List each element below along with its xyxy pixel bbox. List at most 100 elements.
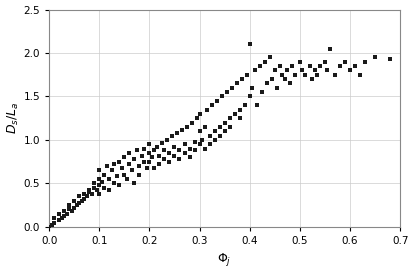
Point <box>168 133 175 138</box>
Point <box>56 218 62 222</box>
Point <box>63 212 70 216</box>
Point <box>133 148 140 153</box>
Point <box>298 68 305 73</box>
Point <box>96 183 102 187</box>
Point <box>61 209 67 213</box>
Point <box>201 125 207 129</box>
Point <box>181 151 188 155</box>
Point <box>116 183 122 187</box>
Point <box>98 179 105 184</box>
Point <box>166 151 172 155</box>
Point <box>93 188 100 193</box>
Point <box>191 148 197 153</box>
Point <box>191 139 197 144</box>
Point <box>386 57 392 61</box>
Point <box>111 162 117 167</box>
Point <box>116 159 122 164</box>
Point <box>236 107 242 112</box>
Point <box>323 68 330 73</box>
Point <box>83 194 90 199</box>
Point <box>281 77 287 81</box>
Point <box>196 142 202 147</box>
Point <box>213 99 220 103</box>
Point <box>211 129 217 133</box>
Point <box>121 155 127 159</box>
Point <box>186 146 192 151</box>
Point <box>91 181 97 185</box>
Point <box>238 77 245 81</box>
Point <box>58 216 65 220</box>
Point <box>261 59 268 64</box>
Point <box>316 64 323 68</box>
Point <box>85 190 92 194</box>
Point <box>151 165 157 170</box>
Point <box>66 207 72 212</box>
Point <box>46 225 52 229</box>
Point <box>61 214 67 219</box>
Point <box>188 120 195 125</box>
Point <box>96 177 102 181</box>
Point <box>266 55 273 59</box>
Point <box>309 77 315 81</box>
Point <box>181 142 188 147</box>
Point <box>196 112 202 116</box>
Point <box>241 103 247 107</box>
Point <box>158 141 165 145</box>
Point <box>256 64 262 68</box>
Point <box>291 73 297 77</box>
Point <box>113 174 120 179</box>
Point <box>156 162 162 167</box>
Point <box>203 107 210 112</box>
Point <box>208 103 215 107</box>
Point <box>76 194 82 199</box>
Point <box>126 151 132 155</box>
Point <box>66 203 72 207</box>
Point <box>91 185 97 190</box>
Point <box>233 81 240 86</box>
Point <box>88 192 95 196</box>
Point <box>296 59 302 64</box>
Point <box>243 73 250 77</box>
Point <box>263 81 270 86</box>
Point <box>128 168 135 173</box>
Point <box>171 145 177 149</box>
Point <box>131 157 138 161</box>
Point <box>71 199 77 203</box>
Point <box>143 165 150 170</box>
Point <box>246 94 252 99</box>
Point <box>76 200 82 205</box>
Point <box>136 164 142 168</box>
Point <box>126 162 132 167</box>
Point <box>56 212 62 216</box>
Point <box>206 133 212 138</box>
Point <box>283 68 290 73</box>
Point <box>306 64 313 68</box>
Point <box>148 155 155 159</box>
Point <box>248 85 255 90</box>
Point <box>221 129 228 133</box>
Point <box>71 206 77 210</box>
Point <box>226 125 233 129</box>
Point <box>106 188 112 193</box>
Point <box>311 68 318 73</box>
Point <box>178 127 185 132</box>
Point <box>81 192 87 196</box>
Point <box>288 64 295 68</box>
Point <box>276 64 282 68</box>
Point <box>96 192 102 196</box>
Point <box>173 131 180 135</box>
X-axis label: $\Phi_j$: $\Phi_j$ <box>217 252 231 269</box>
Point <box>253 103 260 107</box>
Point <box>176 157 183 161</box>
Point <box>326 47 332 51</box>
Point <box>123 177 130 181</box>
Point <box>268 77 275 81</box>
Point <box>153 145 160 149</box>
Point <box>51 216 57 220</box>
Point <box>301 73 307 77</box>
Point <box>51 220 57 225</box>
Point <box>78 199 85 203</box>
Point <box>171 153 177 158</box>
Point <box>336 64 342 68</box>
Point <box>161 157 167 161</box>
